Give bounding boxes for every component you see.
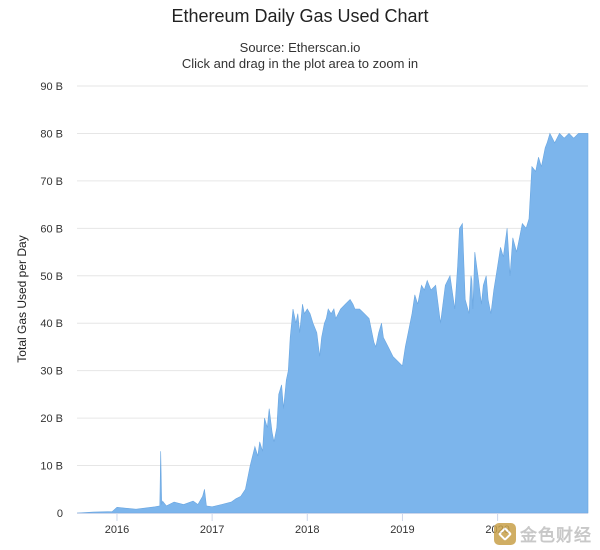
chart-subtitle-source: Source: Etherscan.io xyxy=(239,40,361,55)
chart-title: Ethereum Daily Gas Used Chart xyxy=(171,6,429,26)
watermark: 金色财经 xyxy=(494,521,592,546)
y-tick-label: 10 B xyxy=(40,461,63,473)
chart-subtitle-hint: Click and drag in the plot area to zoom … xyxy=(181,56,419,71)
x-tick-label: 2016 xyxy=(105,524,129,536)
x-tick-label: 2018 xyxy=(295,524,319,536)
y-tick-label: 20 B xyxy=(40,413,63,425)
watermark-text: 金色财经 xyxy=(520,526,592,545)
y-tick-label: 50 B xyxy=(40,271,63,283)
y-tick-label: 60 B xyxy=(40,223,63,235)
area-series-0[interactable] xyxy=(76,132,589,514)
axis-layer: 0 10 B 20 B 30 B 40 B 50 B 60 B 70 B 80 B 90 B 201… xyxy=(40,81,588,536)
x-tick-label: 2019 xyxy=(390,524,414,536)
series-layer xyxy=(76,132,589,514)
y-tick-label: 40 B xyxy=(40,318,63,330)
y-axis-label: Total Gas Used per Day xyxy=(15,235,29,362)
y-tick-label: 90 B xyxy=(40,81,63,93)
x-tick-label: 2017 xyxy=(200,524,224,536)
y-tick-label: 70 B xyxy=(40,176,63,188)
y-tick-label: 0 xyxy=(57,508,63,520)
logo-icon xyxy=(494,522,516,545)
y-tick-label: 30 B xyxy=(40,366,63,378)
chart-subtitle: Source: Etherscan.io Click and drag in t… xyxy=(0,40,600,72)
y-tick-label: 80 B xyxy=(40,128,63,140)
